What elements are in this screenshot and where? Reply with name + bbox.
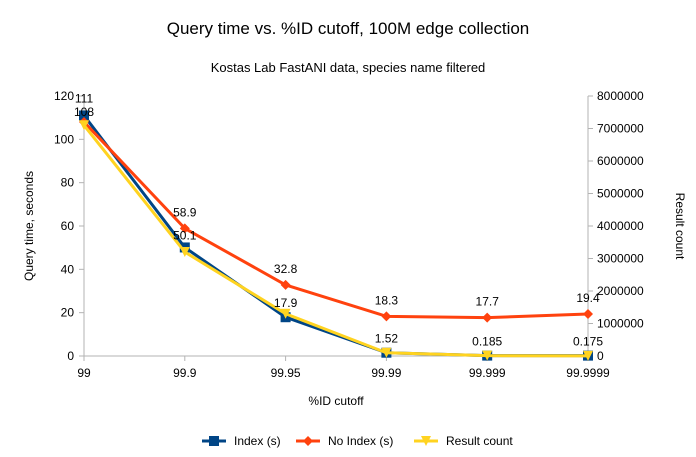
y-tick-label: 60: [61, 219, 75, 233]
x-tick-label: 99.99: [371, 366, 401, 380]
y-tick-label: 80: [61, 176, 75, 190]
legend-label: Result count: [446, 434, 513, 448]
x-tick-label: 99: [77, 366, 91, 380]
data-label-index-s: 0.185: [472, 335, 502, 349]
y-tick-label: 0: [67, 349, 74, 363]
chart-subtitle: Kostas Lab FastANI data, species name fi…: [211, 60, 486, 75]
y2-tick-label: 0: [597, 349, 604, 363]
data-point-result-count: [179, 247, 190, 257]
y-axis-label: Query time, seconds: [22, 171, 36, 281]
legend-swatch-marker: [303, 436, 313, 446]
data-label-no-index-s: 58.9: [173, 205, 197, 219]
data-point-result-count: [482, 350, 493, 361]
data-label-index-s: 0.175: [573, 335, 603, 349]
data-label-no-index-s: 19.4: [576, 291, 600, 305]
series-line-result-count: [82, 124, 589, 358]
data-point-no-index-s: [583, 308, 593, 319]
data-point-no-index-s: [280, 279, 291, 290]
data-point-index-s: [79, 110, 89, 121]
y2-axis-label: Result count: [673, 193, 687, 260]
data-point-no-index-s: [179, 223, 190, 234]
data-point-result-count: [280, 308, 291, 319]
chart-title: Query time vs. %ID cutoff, 100M edge col…: [167, 19, 530, 38]
series-line-no-index-s: [82, 120, 589, 320]
series-line-index-s: [82, 114, 589, 358]
x-tick-label: 99.9999: [566, 366, 610, 380]
y2-tick-label: 4000000: [597, 219, 644, 233]
data-label-index-s: 111: [75, 92, 94, 106]
legend-swatch-marker: [421, 436, 431, 446]
y2-tick-label: 3000000: [597, 252, 644, 266]
data-label-index-s: 50.1: [173, 228, 197, 242]
y2-tick-label: 5000000: [597, 187, 644, 201]
legend-label: Index (s): [234, 434, 281, 448]
data-label-no-index-s: 32.8: [274, 262, 298, 276]
y2-tick-label: 6000000: [597, 154, 644, 168]
y-tick-label: 120: [54, 89, 74, 103]
legend-item-index-s: Index (s): [202, 434, 281, 448]
y2-tick-label: 7000000: [597, 122, 644, 136]
y2-tick-label: 8000000: [597, 89, 644, 103]
y-tick-label: 20: [61, 306, 75, 320]
data-point-no-index-s: [482, 312, 493, 323]
legend-label: No Index (s): [328, 434, 393, 448]
legend-swatch-marker: [209, 436, 219, 446]
plot-area: 0 20 40 60 80 100 120 0 1000000 2000000 3000000 400…: [54, 89, 644, 380]
legend-item-result-count: Result count: [414, 434, 513, 448]
data-label-index-s: 1.52: [375, 332, 399, 346]
data-point-result-count: [583, 350, 593, 361]
y2-tick-label: 1000000: [597, 317, 644, 331]
legend-item-no-index-s: No Index (s): [296, 434, 393, 448]
x-tick-label: 99.999: [469, 366, 506, 380]
y2-tick-label: 2000000: [597, 284, 644, 298]
data-point-no-index-s: [381, 311, 392, 322]
data-label-no-index-s: 17.7: [476, 295, 500, 309]
x-tick-label: 99.9: [173, 366, 197, 380]
legend: Index (s) No Index (s) Result count: [202, 434, 513, 448]
data-label-no-index-s: 18.3: [375, 293, 399, 307]
y-tick-label: 40: [61, 262, 75, 276]
data-point-result-count: [381, 347, 392, 358]
data-label-index-s: 17.9: [274, 296, 298, 310]
y-tick-label: 100: [54, 132, 74, 146]
data-point-result-count: [79, 120, 89, 131]
x-tick-label: 99.95: [271, 366, 301, 380]
x-axis-label: %ID cutoff: [308, 394, 364, 408]
data-label-no-index-s: 108: [74, 105, 94, 119]
